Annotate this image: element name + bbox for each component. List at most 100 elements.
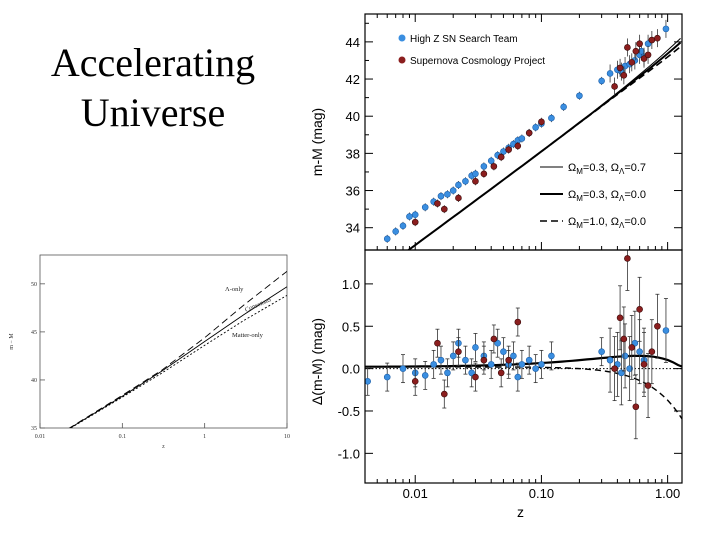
residual-point [632, 403, 640, 411]
residual-point [611, 365, 618, 372]
residual-point [383, 373, 391, 381]
residual-point [490, 335, 498, 343]
hubble-point [606, 70, 614, 77]
hubble-point [632, 47, 640, 55]
inset-curve--only [68, 270, 287, 428]
residual-point [462, 356, 469, 364]
hubble-y-tick-label: 34 [346, 221, 360, 236]
hubble-point [437, 192, 445, 200]
inset-y-tick-label: 35 [31, 426, 37, 432]
hubble-model-legend-label: ΩM=0.3, ΩΛ=0.7 [568, 162, 646, 176]
residual-point [662, 327, 670, 334]
residual-point [606, 356, 614, 364]
slide-title: Accelerating Universe [18, 38, 288, 138]
legend-text: =0.3, Ω [583, 189, 619, 201]
inset-x-tick-label: 0.1 [119, 434, 127, 440]
hubble-point [560, 103, 567, 111]
hubble-point [518, 135, 526, 142]
residual-points [365, 250, 670, 440]
hubble-point [383, 235, 391, 243]
hubble-y-axis-label: m-M (mag) [309, 108, 325, 176]
hubble-legend-label: High Z SN Search Team [410, 34, 518, 45]
residual-point [644, 382, 652, 389]
hubble-point [411, 218, 419, 226]
hubble-point [616, 64, 624, 72]
hubble-point [576, 92, 583, 100]
inset-y-tick-label: 40 [31, 378, 37, 384]
hubble-point [525, 129, 533, 137]
residual-point [449, 352, 457, 360]
residual-y-tick-label: -0.5 [338, 404, 360, 419]
residual-point [636, 306, 643, 313]
residual-x-tick-label: 0.01 [403, 486, 428, 501]
hubble-legend-marker [398, 56, 406, 64]
residual-point [480, 356, 488, 364]
residual-point [626, 365, 633, 372]
residual-point [399, 365, 407, 372]
slide-title-line2: Universe [80, 90, 226, 135]
hubble-point [490, 163, 498, 170]
legend-text: Ω [568, 162, 576, 174]
hubble-point [598, 77, 605, 85]
hubble-legend: High Z SN Search Team Supernova Cosmology… [398, 34, 545, 67]
residual-point [640, 361, 648, 368]
residual-point [487, 361, 495, 368]
hubble-point [611, 83, 618, 90]
residual-point [500, 348, 507, 355]
hubble-model-legend-label: ΩM=1.0, ΩΛ=0.0 [568, 216, 646, 230]
residual-point [620, 335, 628, 343]
residual-point [505, 356, 512, 364]
hubble-point [487, 157, 495, 165]
residual-y-tick-label: 0.5 [342, 319, 360, 334]
hubble-point [620, 72, 628, 79]
residual-point [525, 356, 533, 364]
residual-point [654, 322, 661, 330]
residual-y-tick-label: 0.0 [342, 362, 360, 377]
inset-label-lambda-only: Λ-only [225, 286, 244, 293]
hubble-point [636, 40, 643, 48]
residual-point [628, 344, 636, 351]
hubble-point [538, 118, 545, 126]
inset-x-axis-label: z [162, 444, 165, 450]
legend-subscript: Λ [619, 167, 625, 176]
residual-x-tick-label: 1.00 [655, 486, 680, 501]
hubble-point [648, 36, 656, 44]
hubble-point [480, 163, 488, 170]
inset-y-tick-label: 50 [31, 282, 37, 288]
residual-point [444, 369, 451, 377]
hubble-point [505, 146, 512, 153]
hubble-point [441, 205, 448, 213]
residual-point [437, 356, 445, 364]
legend-text: Ω [568, 216, 576, 228]
inset-y-axis-label: m − M [9, 333, 15, 350]
residual-y-axis-label: Δ(m-M) (mag) [309, 318, 325, 405]
hubble-point [411, 211, 419, 218]
slide-title-line1: Accelerating [50, 40, 256, 85]
hubble-model-curve [406, 41, 682, 250]
residual-y-tick-label: -1.0 [338, 446, 360, 461]
hubble-point [662, 25, 670, 33]
hubble-legend-marker [398, 34, 406, 42]
hubble-point [640, 55, 648, 62]
hubble-point [532, 124, 539, 131]
legend-text: =0.7 [624, 162, 646, 174]
hubble-point [548, 114, 555, 122]
residual-point [472, 373, 479, 381]
hubble-point [455, 194, 462, 202]
residual-x-tick-label: 0.10 [529, 486, 554, 501]
inset-y-tick-label: 45 [31, 330, 37, 336]
residual-point [421, 372, 429, 379]
inset-label-matter-only: Matter-only [232, 332, 264, 339]
residual-plot-frame [364, 249, 683, 484]
inset-curves [68, 270, 287, 428]
hubble-point [480, 170, 488, 178]
residual-point [514, 373, 522, 381]
residual-point [548, 352, 555, 360]
legend-subscript: Λ [619, 194, 625, 203]
residual-point [441, 390, 448, 398]
hubble-model-legend-label: ΩM=0.3, ΩΛ=0.0 [568, 189, 646, 203]
hubble-y-tick-label: 42 [346, 72, 360, 87]
hubble-model-curves [406, 38, 682, 250]
residual-point [621, 352, 629, 360]
residual-point [472, 344, 479, 351]
